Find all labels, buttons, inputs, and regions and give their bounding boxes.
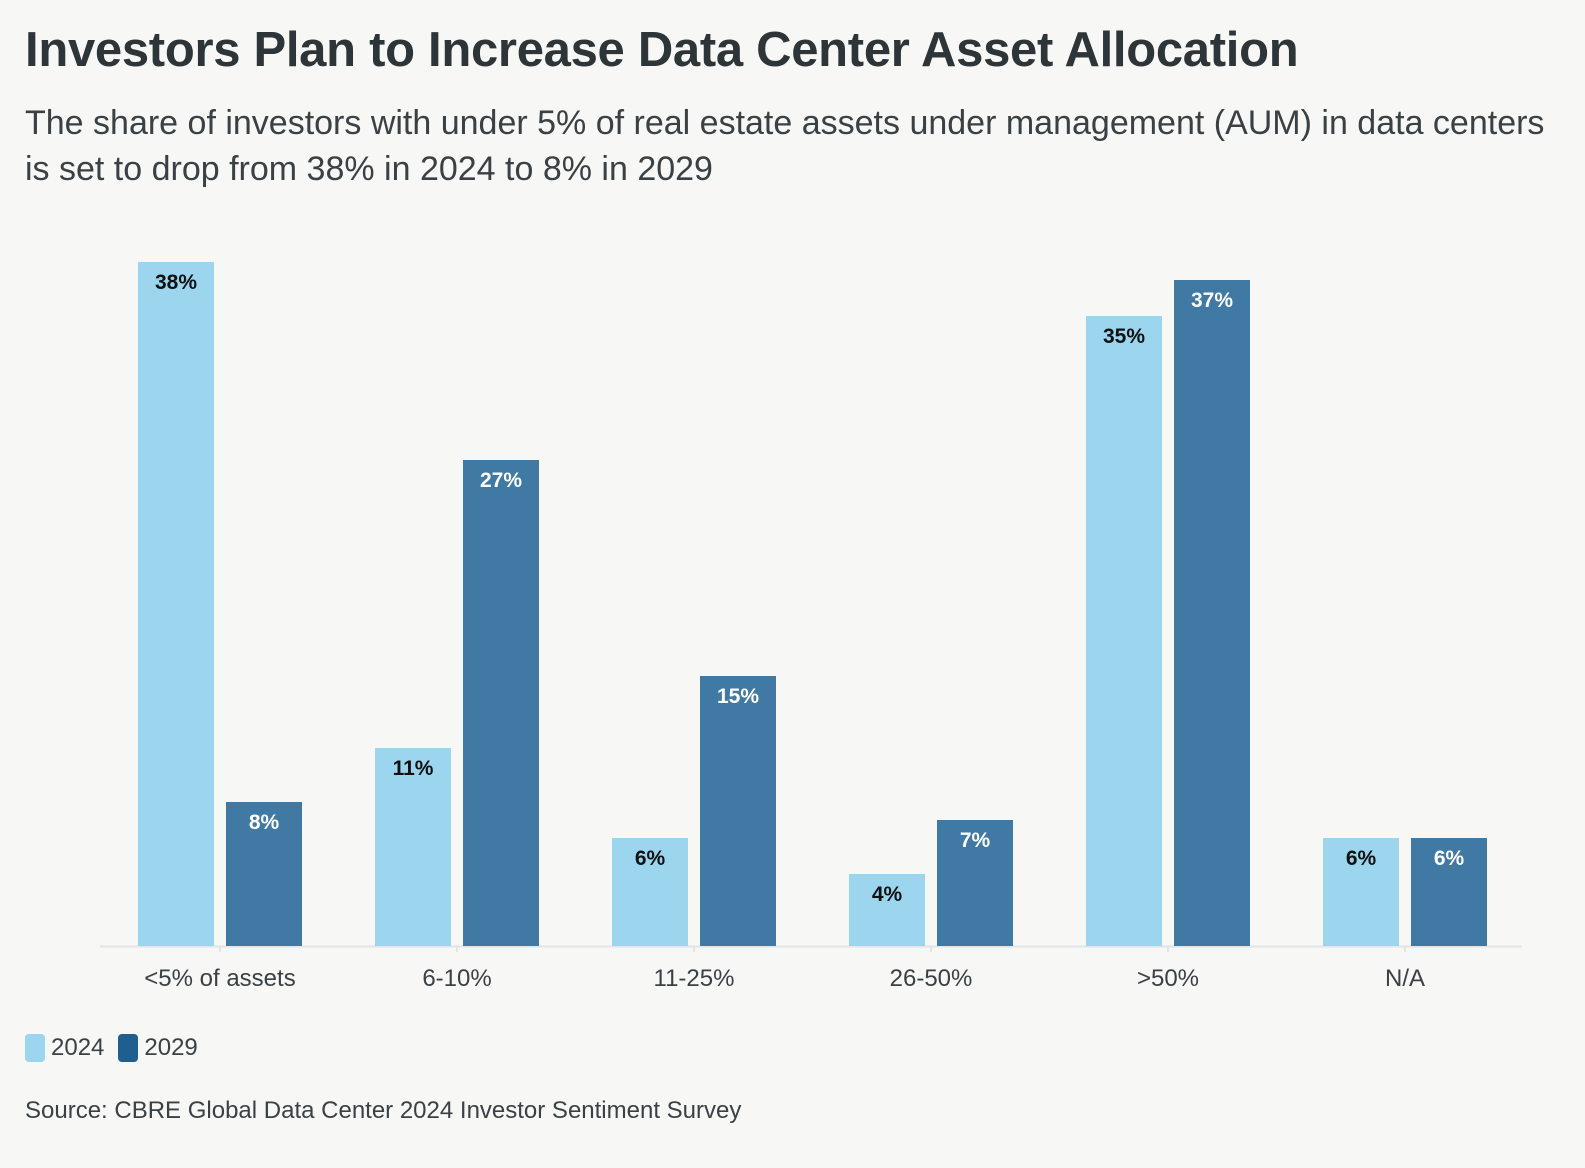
x-tick-label-4: >50%	[1137, 965, 1199, 992]
bar-2029-0[interactable]	[226, 802, 302, 946]
x-tick-label-1: 6-10%	[422, 965, 491, 992]
bar-2024-4[interactable]	[1086, 316, 1162, 946]
data-label-2024-4: 35%	[1103, 325, 1145, 348]
data-label-2024-0: 38%	[155, 271, 197, 294]
legend-label-2024: 2024	[51, 1034, 105, 1061]
bar-2029-1[interactable]	[463, 460, 539, 946]
data-label-2029-4: 37%	[1191, 289, 1233, 312]
bar-2029-3[interactable]	[937, 820, 1013, 946]
bar-2024-3[interactable]	[849, 874, 925, 946]
legend: 2024 2029	[25, 1034, 212, 1062]
chart-subtitle: The share of investors with under 5% of …	[25, 104, 1545, 188]
bar-2029-2[interactable]	[700, 676, 776, 946]
legend-item-2029[interactable]: 2029	[118, 1034, 198, 1062]
data-label-2024-3: 4%	[872, 883, 903, 906]
x-tick-label-3: 26-50%	[890, 965, 973, 992]
data-label-2029-3: 7%	[960, 829, 991, 852]
bar-2024-1[interactable]	[375, 748, 451, 946]
data-label-2024-5: 6%	[1346, 847, 1377, 870]
bar-2024-0[interactable]	[138, 262, 214, 946]
x-tick-label-2: 11-25%	[654, 965, 735, 992]
x-tick-label-5: N/A	[1385, 965, 1425, 992]
bar-2029-4[interactable]	[1174, 280, 1250, 946]
bar-2024-2[interactable]	[612, 838, 688, 946]
legend-item-2024[interactable]: 2024	[25, 1034, 104, 1062]
data-label-2024-2: 6%	[635, 847, 666, 870]
data-label-2024-1: 11%	[393, 757, 434, 780]
chart-title: Investors Plan to Increase Data Center A…	[25, 23, 1299, 77]
source-note: Source: CBRE Global Data Center 2024 Inv…	[25, 1097, 742, 1124]
legend-swatch-2029	[118, 1034, 139, 1062]
x-tick-label-0: <5% of assets	[144, 965, 295, 992]
data-label-2029-1: 27%	[480, 469, 522, 492]
bar-2029-5[interactable]	[1411, 838, 1487, 946]
bar-2024-5[interactable]	[1323, 838, 1399, 946]
data-label-2029-5: 6%	[1434, 847, 1465, 870]
data-label-2029-0: 8%	[249, 811, 280, 834]
data-label-2029-2: 15%	[717, 685, 759, 708]
legend-label-2029: 2029	[144, 1034, 198, 1061]
legend-swatch-2024	[25, 1034, 45, 1062]
